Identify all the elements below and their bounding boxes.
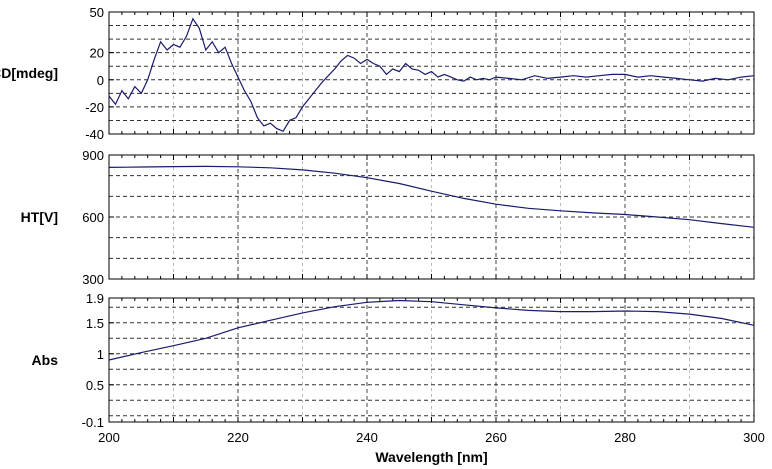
abs-ytick-label: 1.9 — [86, 291, 104, 306]
abs-xtick-label: 240 — [356, 430, 378, 445]
abs-xtick-label: 220 — [227, 430, 249, 445]
abs-ylabel: Abs — [32, 352, 59, 368]
ht-panel: 900 600 300 HT[V] — [21, 148, 755, 287]
ht-series-line — [108, 165, 755, 228]
cd-ytick-label: 20 — [90, 46, 104, 61]
ht-ytick-label: 900 — [82, 148, 104, 163]
abs-series-line — [108, 299, 755, 361]
abs-ytick-label: 1 — [97, 347, 104, 362]
cd-ytick-label: -40 — [85, 127, 104, 142]
cd-panel: 50 20 0 -20 -40 CD[mdeg] — [0, 5, 755, 142]
abs-xtick-label: 300 — [743, 430, 765, 445]
cd-series-line — [108, 17, 755, 133]
cd-ytick-label: 50 — [90, 5, 104, 20]
abs-panel: 1.9 1.5 1 0.5 -0.1 Abs 200 220 240 260 280 300 Wavel… — [32, 291, 765, 465]
abs-xtick-label: 280 — [614, 430, 636, 445]
cd-plot-frame — [108, 11, 755, 135]
abs-ytick-label: 1.5 — [86, 316, 104, 331]
cd-ytick-label: -20 — [85, 100, 104, 115]
cd-ylabel: CD[mdeg] — [0, 65, 58, 81]
cd-ytick-label: 0 — [97, 73, 104, 88]
abs-ytick-label: 0.5 — [86, 378, 104, 393]
abs-xtick-label: 200 — [98, 430, 120, 445]
abs-xtick-label: 260 — [485, 430, 507, 445]
abs-xlabel: Wavelength [nm] — [375, 449, 487, 465]
abs-ytick-label: -0.1 — [82, 415, 104, 430]
ht-ytick-label: 600 — [82, 210, 104, 225]
ht-ylabel: HT[V] — [21, 209, 58, 225]
ht-ytick-label: 300 — [82, 272, 104, 287]
